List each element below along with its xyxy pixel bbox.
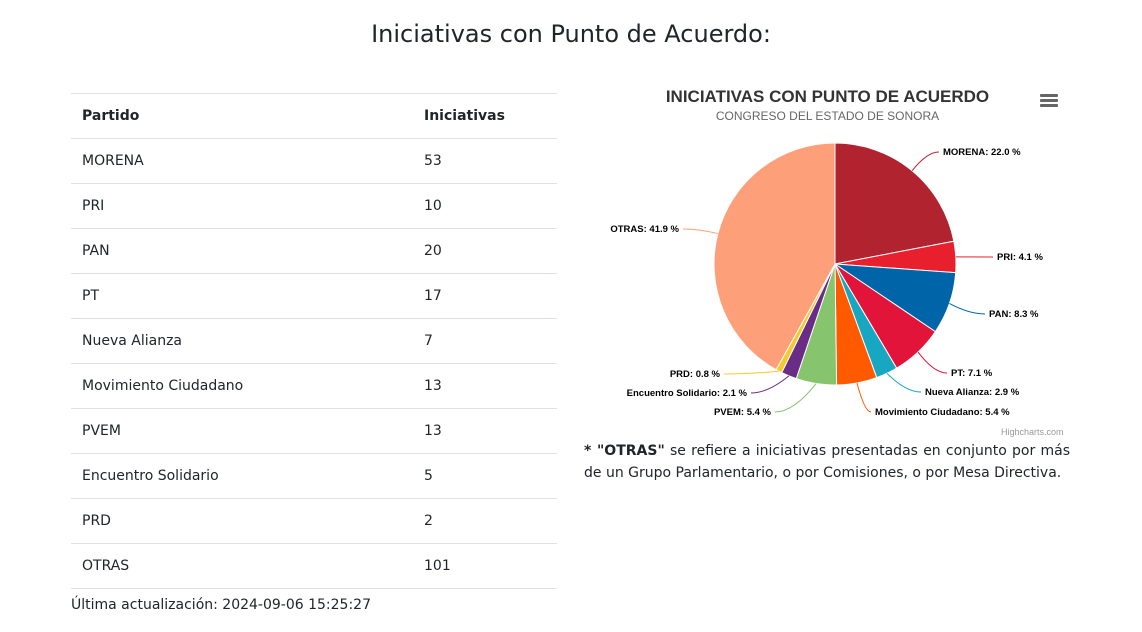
connector-line <box>682 228 719 235</box>
cell-partido: MORENA <box>71 138 413 184</box>
connector-line <box>911 151 940 172</box>
pie-chart: MORENA: 22.0 % PRI: 4.1 % PAN: 8.3 % PT: 7.… <box>585 82 1070 440</box>
pie-slice-morena[interactable] <box>834 142 955 265</box>
table-row: Encuentro Solidario 5 <box>71 453 557 499</box>
chart-credits[interactable]: Highcharts.com <box>1001 427 1064 437</box>
table-row: PAN 20 <box>71 228 557 274</box>
table-row: Movimiento Ciudadano 13 <box>71 363 557 409</box>
footnote-bold: * "OTRAS" <box>584 443 665 459</box>
cell-iniciativas: 7 <box>413 318 557 364</box>
page-title: Iniciativas con Punto de Acuerdo: <box>371 20 771 48</box>
connector-line <box>949 303 986 315</box>
cell-partido: OTRAS <box>71 543 413 589</box>
table-row: PRD 2 <box>71 498 557 544</box>
data-label: Nueva Alianza: 2.9 % <box>925 387 1020 398</box>
cell-iniciativas: 13 <box>413 363 557 409</box>
cell-iniciativas: 17 <box>413 273 557 319</box>
data-label: Movimiento Ciudadano: 5.4 % <box>875 407 1010 418</box>
otras-footnote: * "OTRAS" se refiere a iniciativas prese… <box>584 440 1070 484</box>
connector-line <box>856 382 872 413</box>
data-label: OTRAS: 41.9 % <box>610 224 679 235</box>
hamburger-menu-icon[interactable] <box>1040 94 1058 110</box>
cell-iniciativas: 13 <box>413 408 557 454</box>
table-row: PVEM 13 <box>71 408 557 454</box>
pie-chart-svg: MORENA: 22.0 % PRI: 4.1 % PAN: 8.3 % PT: 7.… <box>610 142 1043 418</box>
cell-iniciativas: 10 <box>413 183 557 229</box>
cell-iniciativas: 5 <box>413 453 557 499</box>
connector-line <box>917 351 948 374</box>
table-row: MORENA 53 <box>71 138 557 184</box>
data-label: PRD: 0.8 % <box>670 369 721 380</box>
connector-line <box>886 372 922 393</box>
table-header-row: Partido Iniciativas <box>71 93 557 139</box>
chart-title: INICIATIVAS CON PUNTO DE ACUERDO <box>665 87 990 106</box>
table-row: Nueva Alianza 7 <box>71 318 557 364</box>
results-table-container: Partido Iniciativas MORENA 53 PRI 10 PAN 20 PT… <box>71 93 557 589</box>
connector-line <box>774 383 817 413</box>
table-row: PRI 10 <box>71 183 557 229</box>
data-label: PAN: 8.3 % <box>989 309 1039 320</box>
data-label: MORENA: 22.0 % <box>943 147 1021 158</box>
data-label: Encuentro Solidario: 2.1 % <box>627 388 748 399</box>
cell-partido: Movimiento Ciudadano <box>71 363 413 409</box>
cell-partido: PAN <box>71 228 413 274</box>
cell-partido: PRD <box>71 498 413 544</box>
cell-iniciativas: 53 <box>413 138 557 184</box>
data-label: PRI: 4.1 % <box>997 252 1043 263</box>
column-header-partido: Partido <box>71 93 413 139</box>
cell-partido: Encuentro Solidario <box>71 453 413 499</box>
data-label: PT: 7.1 % <box>951 368 993 379</box>
cell-partido: PRI <box>71 183 413 229</box>
connector-line <box>723 370 779 375</box>
footnote-text: se refiere a iniciativas presentadas en … <box>584 443 1070 481</box>
table-row: OTRAS 101 <box>71 543 557 589</box>
cell-iniciativas: 20 <box>413 228 557 274</box>
cell-partido: PVEM <box>71 408 413 454</box>
data-label: PVEM: 5.4 % <box>714 407 772 418</box>
cell-partido: PT <box>71 273 413 319</box>
last-updated: Última actualización: 2024-09-06 15:25:2… <box>71 597 371 613</box>
cell-iniciativas: 2 <box>413 498 557 544</box>
cell-partido: Nueva Alianza <box>71 318 413 364</box>
pie-slice-otras[interactable] <box>713 142 836 371</box>
table-row: PT 17 <box>71 273 557 319</box>
connector-line <box>750 375 790 394</box>
results-table: Partido Iniciativas MORENA 53 PRI 10 PAN 20 PT… <box>71 93 557 589</box>
chart-subtitle: CONGRESO DEL ESTADO DE SONORA <box>715 109 940 123</box>
cell-iniciativas: 101 <box>413 543 557 589</box>
column-header-iniciativas: Iniciativas <box>413 93 557 139</box>
